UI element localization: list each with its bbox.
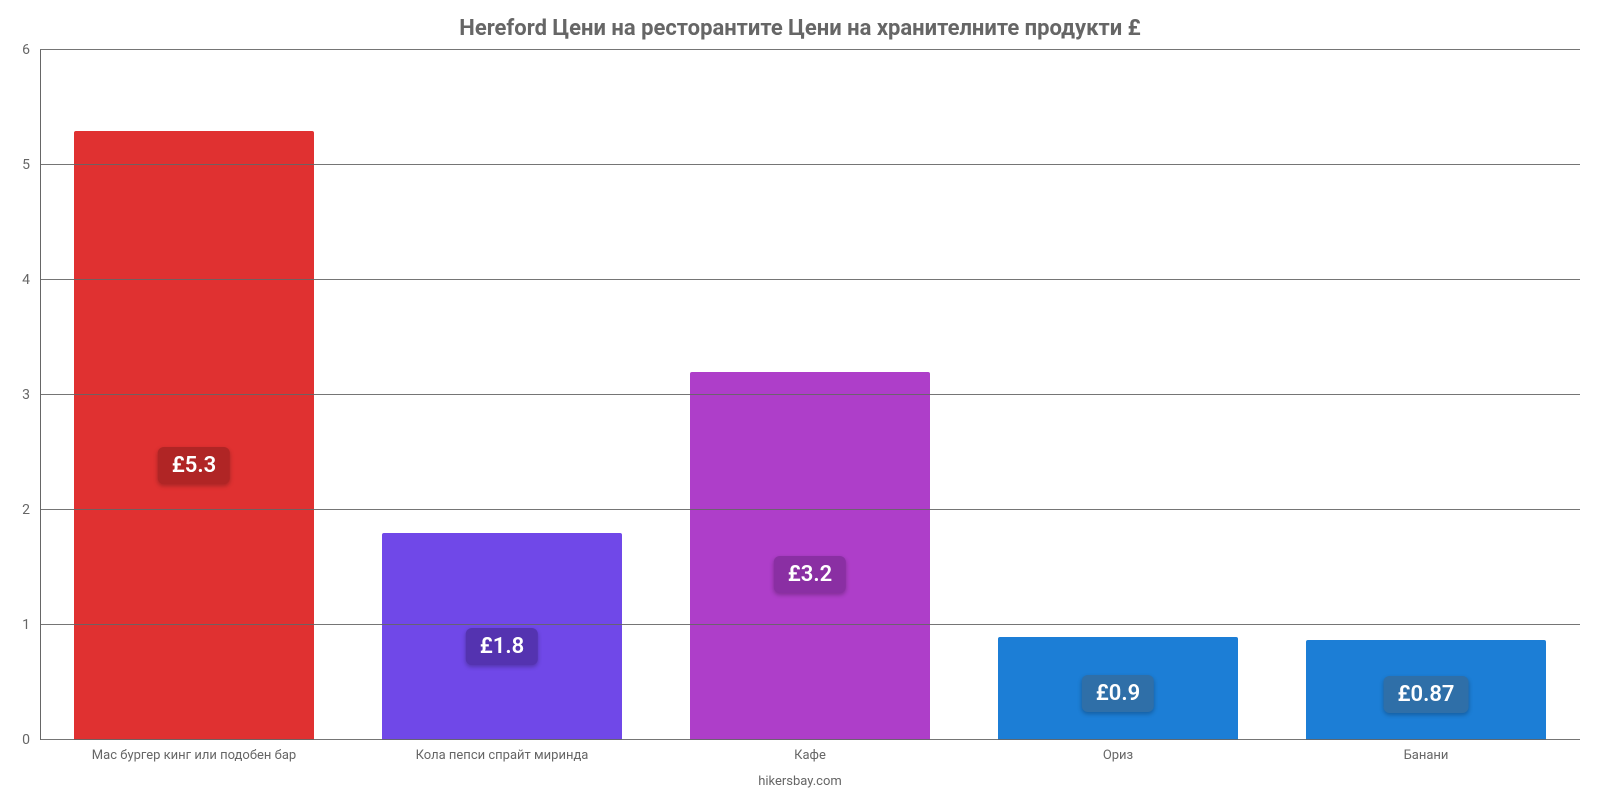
value-badge: £5.3 (158, 447, 230, 484)
grid-line (40, 509, 1580, 510)
bar-slot: £0.9 (964, 50, 1272, 740)
bar-slot: £3.2 (656, 50, 964, 740)
x-axis-label: Кола пепси спрайт миринда (348, 748, 656, 763)
value-badge: £3.2 (774, 556, 846, 593)
plot-area: £5.3£1.8£3.2£0.9£0.87 0123456 (40, 50, 1580, 740)
y-tick-label: 4 (0, 272, 40, 288)
y-tick-label: 5 (0, 157, 40, 173)
y-tick-label: 3 (0, 387, 40, 403)
bar-slot: £5.3 (40, 50, 348, 740)
bar-shadow (990, 730, 1246, 744)
x-axis-label: Мас бургер кинг или подобен бар (40, 748, 348, 763)
value-badge: £0.9 (1082, 675, 1154, 712)
value-badge: £0.87 (1384, 676, 1469, 713)
grid-line (40, 49, 1580, 50)
price-bar-chart: Hereford Цени на ресторантите Цени на хр… (0, 0, 1600, 800)
bar-shadow (682, 730, 938, 744)
bar-shadow (374, 730, 630, 744)
grid-line (40, 739, 1580, 740)
y-tick-label: 2 (0, 502, 40, 518)
bar-slot: £1.8 (348, 50, 656, 740)
x-axis-label: Банани (1272, 748, 1580, 763)
bars-container: £5.3 £1.8 £3.2 £0.9 £0.87 (40, 50, 1580, 740)
grid-line (40, 279, 1580, 280)
grid-line (40, 394, 1580, 395)
y-tick-label: 0 (0, 732, 40, 748)
y-tick-label: 6 (0, 42, 40, 58)
bar-slot: £0.87 (1272, 50, 1580, 740)
chart-footer: hikersbay.com (0, 774, 1600, 789)
chart-title: Hereford Цени на ресторантите Цени на хр… (0, 16, 1600, 41)
x-axis-label: Ориз (964, 748, 1272, 763)
value-badge: £1.8 (466, 628, 538, 665)
bar-shadow (1298, 730, 1554, 744)
grid-line (40, 624, 1580, 625)
bar-shadow (66, 730, 322, 744)
x-axis-label: Кафе (656, 748, 964, 763)
bar (74, 131, 314, 741)
y-tick-label: 1 (0, 617, 40, 633)
x-axis-labels: Мас бургер кинг или подобен барКола пепс… (40, 748, 1580, 763)
grid-line (40, 164, 1580, 165)
